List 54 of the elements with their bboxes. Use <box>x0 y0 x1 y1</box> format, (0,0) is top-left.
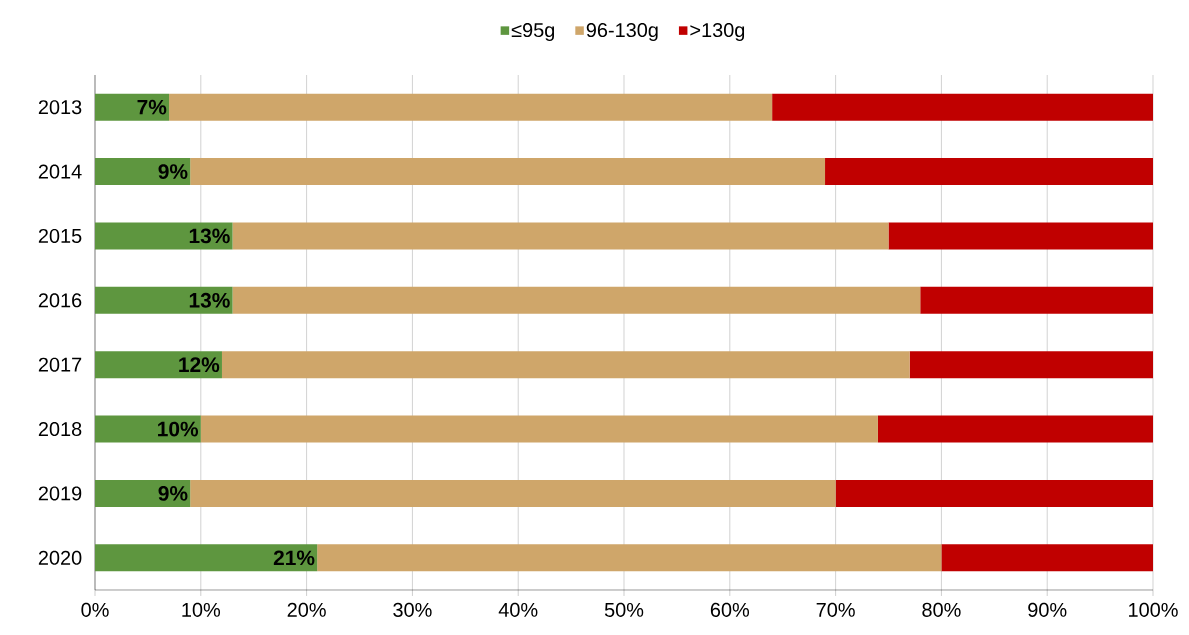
legend-label: 96-130g <box>586 23 658 42</box>
bar <box>169 93 773 121</box>
legend-label: >130g <box>690 23 745 42</box>
x-tick-label: 50% <box>604 602 644 617</box>
bar <box>95 222 233 250</box>
bar <box>232 286 921 314</box>
bar <box>877 415 1154 443</box>
bar <box>95 93 170 121</box>
bar <box>221 351 910 379</box>
y-tick-label: 2020 <box>38 550 82 565</box>
bar <box>941 544 1154 572</box>
y-tick-label: 2019 <box>38 486 82 501</box>
y-tick-label: 2017 <box>38 357 82 372</box>
y-tick-label: 2014 <box>38 164 82 179</box>
data-label: 9% <box>158 486 188 501</box>
bar <box>835 479 1154 507</box>
bar <box>95 544 318 572</box>
bar <box>317 544 942 572</box>
x-tick-label: 10% <box>182 602 221 617</box>
x-tick-label: 20% <box>287 602 326 617</box>
data-label: 13% <box>189 292 230 308</box>
data-label: 10% <box>158 421 199 437</box>
bar <box>95 286 233 314</box>
x-tick-label: 60% <box>710 602 750 617</box>
y-tick-label: 2016 <box>38 293 82 308</box>
y-tick-label: 2013 <box>38 100 82 115</box>
x-tick-label: 100% <box>1129 602 1178 617</box>
bar <box>95 158 191 186</box>
bar <box>825 158 1154 186</box>
data-label: 13% <box>189 228 230 244</box>
x-tick-label: 40% <box>498 602 538 617</box>
x-tick-label: 90% <box>1028 602 1067 617</box>
bar <box>190 479 836 507</box>
bar <box>888 222 1154 250</box>
data-label: 21% <box>273 550 315 566</box>
data-label: 12% <box>179 357 220 373</box>
bar <box>232 222 889 250</box>
data-label: 9% <box>158 164 188 179</box>
bar <box>772 93 1154 121</box>
bar <box>190 158 826 186</box>
x-tick-label: 0% <box>81 602 109 617</box>
x-tick-label: 30% <box>393 602 432 617</box>
data-label: 7% <box>137 99 167 115</box>
bar <box>95 415 201 443</box>
bar <box>920 286 1154 314</box>
x-tick-label: 80% <box>922 602 961 617</box>
bar <box>200 415 878 443</box>
x-tick-label: 70% <box>816 602 855 617</box>
legend-label: ≤95g <box>511 23 555 42</box>
bar <box>909 351 1154 379</box>
y-tick-label: 2015 <box>38 228 82 243</box>
y-tick-label: 2018 <box>38 422 82 437</box>
bar <box>95 351 222 379</box>
bar <box>95 479 191 507</box>
